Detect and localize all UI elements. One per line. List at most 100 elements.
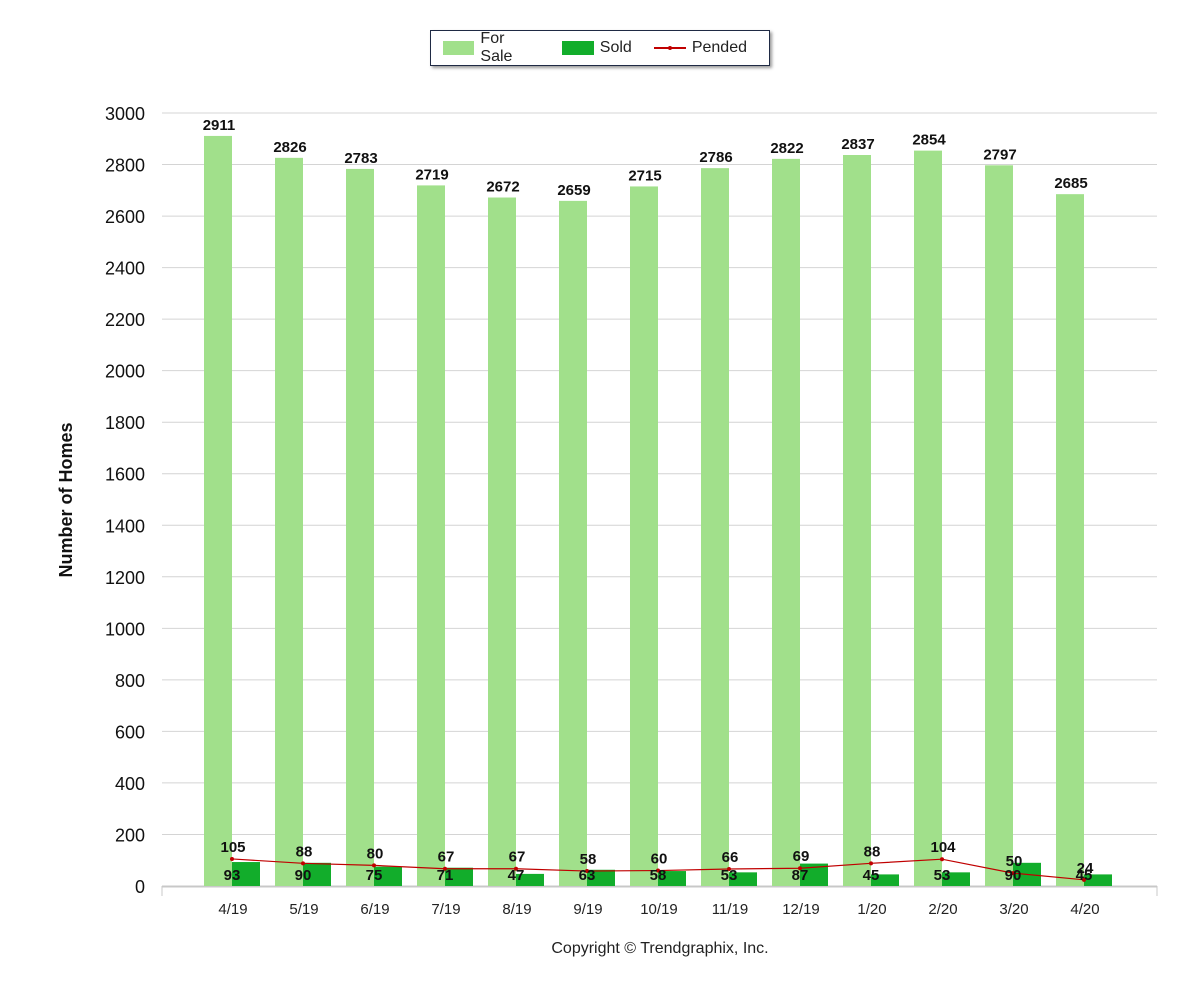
- legend-label-for-sale: For Sale: [480, 30, 513, 65]
- bar-for-sale: [1056, 194, 1084, 887]
- point-pended: [301, 861, 305, 866]
- y-tick-label: 0: [135, 877, 145, 897]
- data-label-sold: 90: [1005, 867, 1022, 884]
- legend-label-pended: Pended: [691, 39, 747, 56]
- data-label-pended: 88: [296, 843, 313, 860]
- data-label-pended: 24: [1077, 860, 1094, 877]
- bar-for-sale: [204, 135, 232, 887]
- bar-sold: [729, 872, 757, 886]
- data-label-for-sale: 2672: [486, 179, 519, 196]
- data-label-sold: 93: [224, 867, 241, 884]
- data-label-sold: 87: [792, 867, 809, 884]
- y-tick-label: 2600: [105, 207, 145, 227]
- data-label-for-sale: 2719: [415, 166, 448, 183]
- data-label-for-sale: 2659: [557, 182, 590, 199]
- y-tick-label: 2200: [105, 310, 145, 330]
- point-pended: [1011, 871, 1015, 876]
- data-label-for-sale: 2783: [344, 150, 377, 167]
- data-label-pended: 88: [864, 843, 881, 860]
- bar-sold: [303, 862, 331, 886]
- bar-sold: [800, 863, 828, 886]
- copyright-text: Copyright © Trendgraphix, Inc.: [551, 940, 769, 957]
- point-pended: [940, 857, 944, 862]
- y-tick-label: 200: [115, 825, 145, 845]
- bar-for-sale: [772, 158, 800, 886]
- point-pended: [727, 866, 731, 871]
- data-label-sold: 47: [508, 867, 525, 884]
- bar-for-sale: [346, 168, 374, 886]
- bar-for-sale: [914, 150, 942, 887]
- point-pended: [514, 866, 518, 871]
- bar-for-sale: [985, 165, 1013, 886]
- y-tick-label: 3000: [105, 104, 145, 124]
- data-label-pended: 58: [580, 851, 597, 868]
- data-label-for-sale: 2786: [699, 149, 732, 166]
- data-label-sold: 75: [366, 867, 383, 884]
- x-tick-label: 12/19: [782, 901, 820, 918]
- y-tick-label: 2800: [105, 156, 145, 176]
- data-label-for-sale: 2797: [983, 146, 1016, 163]
- data-label-pended: 80: [367, 845, 384, 862]
- x-tick-label: 2/20: [928, 901, 957, 918]
- data-label-pended: 67: [438, 849, 455, 866]
- bar-for-sale: [275, 157, 303, 887]
- data-label-for-sale: 2685: [1054, 175, 1087, 192]
- data-label-pended: 67: [509, 849, 526, 866]
- y-tick-label: 1200: [105, 568, 145, 588]
- bar-for-sale: [701, 168, 729, 886]
- bar-sold: [374, 866, 402, 886]
- x-tick-label: 7/19: [431, 901, 460, 918]
- data-label-sold: 58: [650, 867, 667, 884]
- data-label-for-sale: 2911: [203, 117, 236, 134]
- legend-label-sold: Sold: [599, 39, 632, 56]
- bar-sold: [232, 862, 260, 886]
- bar-sold: [871, 874, 899, 886]
- point-pended: [230, 856, 234, 861]
- bar-for-sale: [630, 186, 658, 886]
- chart-legend: For Sale Sold Pended: [430, 30, 770, 66]
- bar-for-sale: [843, 154, 871, 887]
- x-tick-label: 8/19: [502, 901, 531, 918]
- point-pended: [372, 863, 376, 868]
- data-label-sold: 45: [1076, 867, 1093, 884]
- bar-sold: [658, 871, 686, 886]
- data-label-for-sale: 2715: [628, 167, 661, 184]
- bar-sold: [587, 869, 615, 886]
- legend-swatch-pended: [653, 41, 686, 55]
- bar-for-sale: [488, 197, 516, 887]
- data-label-pended: 69: [793, 848, 810, 865]
- y-axis-label: Number of Homes: [56, 422, 76, 577]
- data-label-pended: 60: [651, 851, 668, 868]
- data-label-pended: 104: [930, 839, 956, 856]
- data-label-pended: 105: [220, 839, 245, 856]
- x-tick-label: 5/19: [289, 901, 318, 918]
- legend-item-sold: Sold: [561, 39, 632, 57]
- data-label-for-sale: 2826: [273, 139, 306, 156]
- x-tick-label: 10/19: [640, 901, 678, 918]
- y-tick-label: 2000: [105, 362, 145, 382]
- point-pended: [1082, 877, 1086, 882]
- data-label-for-sale: 2822: [770, 140, 803, 157]
- x-tick-label: 11/19: [712, 901, 748, 918]
- point-pended: [656, 868, 660, 873]
- bar-sold: [942, 872, 970, 886]
- point-pended: [443, 866, 447, 871]
- x-tick-label: 3/20: [999, 901, 1028, 918]
- data-label-for-sale: 2854: [912, 132, 946, 149]
- x-tick-label: 9/19: [573, 901, 602, 918]
- legend-item-pended: Pended: [653, 39, 747, 57]
- x-tick-label: 4/19: [218, 901, 247, 918]
- data-label-sold: 71: [437, 867, 454, 884]
- legend-swatch-sold: [561, 41, 594, 55]
- y-tick-label: 1600: [105, 465, 145, 485]
- bar-for-sale: [417, 185, 445, 887]
- y-tick-label: 1400: [105, 516, 145, 536]
- bar-sold: [445, 867, 473, 886]
- bar-sold: [1084, 874, 1112, 886]
- data-label-sold: 53: [721, 867, 738, 884]
- point-pended: [798, 866, 802, 871]
- y-tick-label: 2400: [105, 259, 145, 279]
- data-label-pended: 50: [1006, 853, 1023, 870]
- point-pended: [869, 861, 873, 866]
